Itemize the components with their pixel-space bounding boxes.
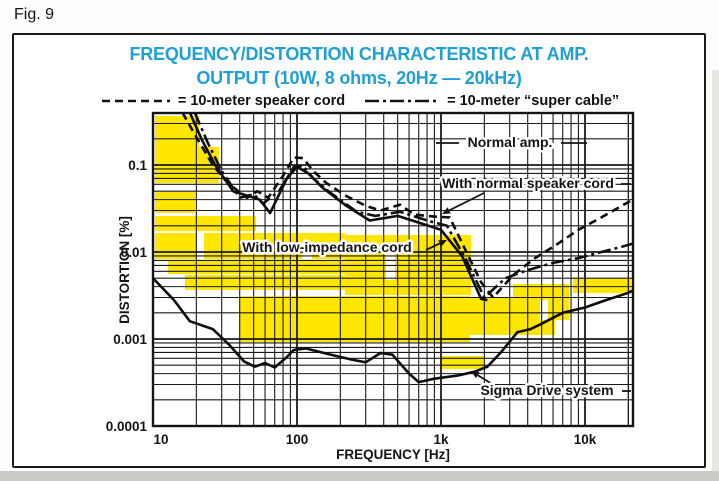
curve-with-low-impedance-cord — [188, 112, 488, 302]
arrow-head-sigma-drive-system — [471, 371, 480, 379]
arrow-line-with-normal-speaker-cord — [448, 192, 485, 212]
highlight-patch — [155, 233, 345, 259]
arrow-head-with-low-impedance-cord — [438, 240, 447, 247]
highlight-gap — [196, 233, 204, 259]
annotation-sigma-drive-system: Sigma Drive system — [480, 382, 613, 398]
annotations: Normal amp. With normal speaker cord With … — [240, 132, 631, 401]
chart-title-line2: OUTPUT (10W, 8 ohms, 20Hz — 20kHz) — [196, 68, 522, 88]
highlight-gap — [540, 300, 548, 320]
y-tick-label: 0.0001 — [106, 419, 148, 434]
y-axis-title: DISTORTION [%] — [117, 216, 132, 324]
highlight-patch — [168, 261, 345, 274]
y-tick-label: 0.001 — [113, 332, 147, 347]
arrow-line-sigma-drive-system — [477, 374, 493, 385]
annotation-with-normal-speaker-cord: With normal speaker cord — [442, 175, 614, 191]
axis-ticks: 0.1 0.01 0.001 0.0001 10 100 1k 10k FREQUENCY [H… — [106, 158, 597, 462]
x-tick-label: 1k — [433, 432, 449, 447]
annotation-with-low-impedance-cord: With low-impedance cord — [242, 239, 411, 255]
highlight-patch — [573, 278, 631, 293]
x-axis-title: FREQUENCY [Hz] — [336, 447, 450, 462]
x-tick-label: 10k — [574, 432, 597, 447]
x-tick-label: 10 — [153, 432, 168, 447]
arrow-head-with-normal-speaker-cord — [442, 207, 451, 214]
dash-dot-line-icon — [365, 99, 440, 103]
highlight-patch — [240, 296, 470, 342]
legend-label-speaker-cord: = 10-meter speaker cord — [177, 93, 346, 109]
chart-title-line1: FREQUENCY/DISTORTION CHARACTERISTIC AT A… — [129, 44, 589, 64]
legend-label-super-cable: = 10-meter “super cable” — [447, 93, 620, 109]
highlight-patch — [155, 216, 257, 231]
annotation-normal-amp: Normal amp. — [468, 134, 553, 150]
scan-edge-bottom — [0, 471, 719, 481]
legend: = 10-meter speaker cord = 10-meter “supe… — [0, 93, 719, 109]
highlight-patch — [440, 356, 485, 369]
figure-label: Fig. 9 — [14, 6, 55, 23]
curve-sigma-drive-system — [152, 277, 634, 384]
highlight-gap — [256, 216, 270, 231]
arrow-line-with-low-impedance-cord — [425, 242, 441, 251]
x-tick-label: 100 — [286, 432, 309, 447]
scan-edge-right — [712, 70, 719, 471]
y-tick-label: 0.1 — [128, 158, 147, 173]
dashed-line-icon — [101, 99, 170, 103]
plot-border — [151, 111, 635, 428]
curve-normal-amp-with-10-meter-super-cable — [193, 112, 634, 299]
y-tick-label: 0.01 — [121, 245, 148, 260]
curves — [152, 111, 634, 384]
highlight-patch — [155, 192, 195, 213]
